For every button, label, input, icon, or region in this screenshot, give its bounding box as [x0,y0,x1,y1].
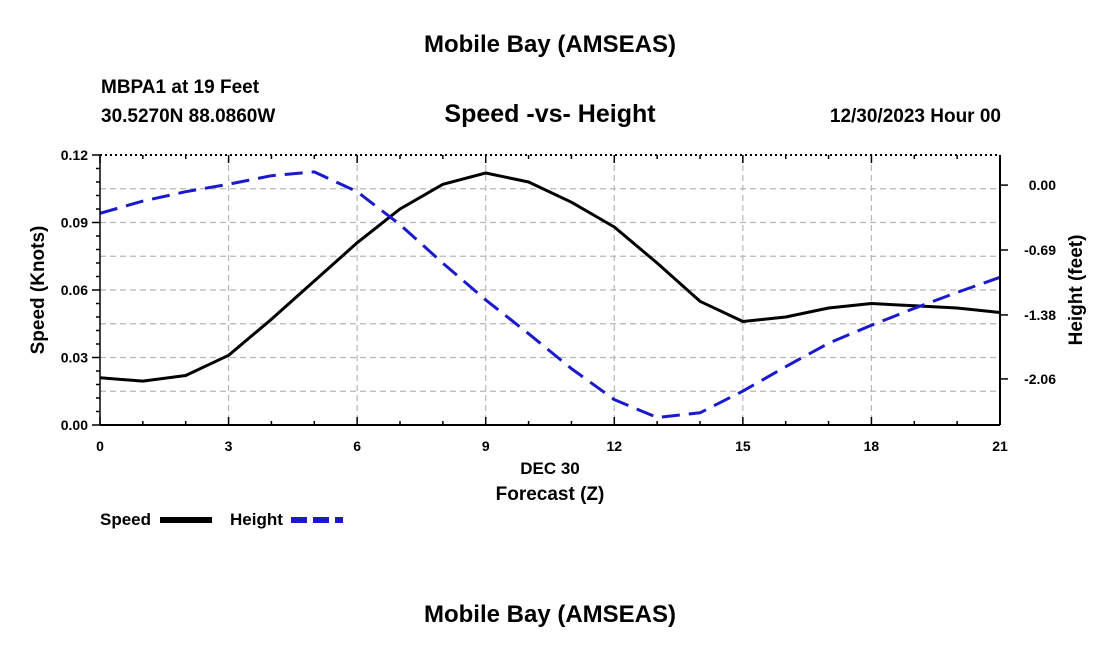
y2-tick-label: -0.69 [1024,242,1056,258]
axis-ticks: 0 3 6 9 12 15 18 21 0.00 0.03 0.06 0.09 0.12 0.00 -0.6… [61,147,1056,454]
grid-lines [100,155,1000,425]
y2-tick-label: 0.00 [1029,177,1056,193]
x-tick-label: 3 [225,438,233,454]
plot-title: Speed -vs- Height [444,100,656,128]
x-axis-sublabel: DEC 30 [520,459,580,478]
y-tick-label: 0.09 [61,215,88,231]
series-layer [99,170,1001,419]
y2-tick-label: -2.06 [1024,371,1056,387]
x-axis-label: Forecast (Z) [496,484,605,505]
y-tick-label: 0.03 [61,350,88,366]
main-title: Mobile Bay (AMSEAS) [423,31,677,58]
station-coordinates: 30.5270N 88.0860W [101,106,276,127]
y-tick-label: 0.06 [61,282,88,298]
legend: Speed Height [100,510,343,529]
legend-label-height: Height [230,510,283,529]
x-tick-label: 15 [735,438,751,454]
x-tick-label: 21 [992,438,1008,454]
x-tick-label: 0 [96,438,104,454]
footer-title: Mobile Bay (AMSEAS) [423,601,677,628]
y2-tick-label: -1.38 [1024,307,1056,323]
series-line-height [99,170,1001,419]
x-tick-label: 18 [864,438,880,454]
speed-height-chart: 0 3 6 9 12 15 18 21 0.00 0.03 0.06 0.09 0.12 0.00 -0.6… [28,147,1087,529]
y-tick-label: 0.12 [61,147,88,163]
station-label: MBPA1 at 19 Feet [101,77,260,98]
x-tick-label: 9 [482,438,490,454]
x-tick-label: 6 [353,438,361,454]
x-tick-label: 12 [606,438,622,454]
forecast-datetime: 12/30/2023 Hour 00 [829,106,1001,127]
y2-axis-label: Height (feet) [1066,235,1087,346]
series-line-speed [99,171,1001,383]
y-axis-label: Speed (Knots) [28,226,49,355]
legend-label-speed: Speed [100,510,151,529]
y-tick-label: 0.00 [61,417,88,433]
